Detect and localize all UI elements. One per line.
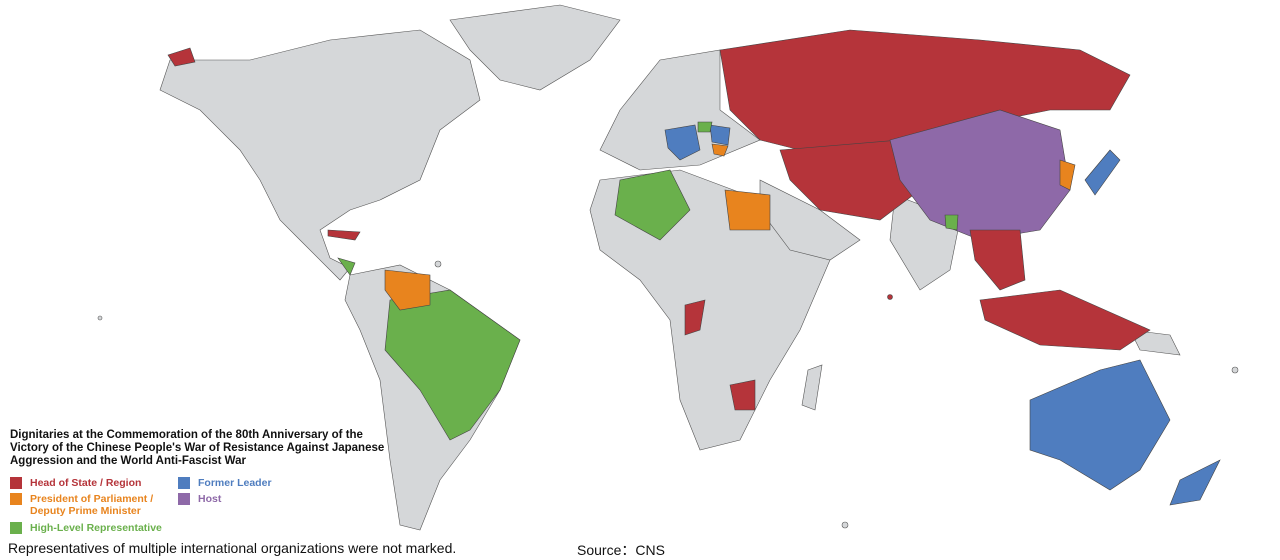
island [841,521,849,529]
new-zealand [1169,459,1221,506]
hungary [697,121,713,133]
indonesia [979,289,1151,351]
footnote: Representatives of multiple internationa… [8,540,457,556]
island [1231,366,1239,374]
legend-swatch [178,477,190,489]
korea [1059,159,1076,191]
australia [1029,359,1171,491]
serbia [711,143,729,157]
central-america [337,257,356,276]
greenland [449,4,621,91]
zimbabwe [729,379,756,411]
legend-label: President of Parliament / Deputy Prime M… [30,493,154,517]
legend-item: Host [178,493,328,505]
legend-label: Head of State / Region [30,477,142,489]
legend-label: High-Level Representative [30,522,162,534]
balkans [709,124,731,146]
legend-item: President of Parliament / Deputy Prime M… [10,493,170,517]
legend-item: Head of State / Region [10,477,160,489]
southeast-asia [969,229,1026,291]
legend-swatch [178,493,190,505]
algeria [614,169,691,241]
bangladesh [944,214,959,231]
legend-swatch [10,522,22,534]
japan [1084,149,1121,196]
china [889,109,1071,241]
papua [1129,329,1181,356]
legend-swatch [10,493,22,505]
cuba [327,229,361,241]
venezuela [384,269,431,311]
congo [684,299,706,336]
source: Source：CNS [577,542,665,558]
brazil [384,289,521,441]
russia [719,29,1131,151]
north-america [159,29,481,281]
legend-item: Former Leader [178,477,328,489]
island [97,315,103,321]
legend-label: Host [198,493,222,505]
legend-item: High-Level Representative [10,522,180,534]
maldives [887,294,893,300]
alaska-tip [167,47,196,67]
legend-swatch [10,477,22,489]
egypt [724,189,771,231]
legend-title: Dignitaries at the Commemoration of the … [10,429,385,467]
madagascar [801,364,823,411]
island [434,260,442,268]
southern-europe [664,124,701,161]
legend-label: Former Leader [198,477,272,489]
